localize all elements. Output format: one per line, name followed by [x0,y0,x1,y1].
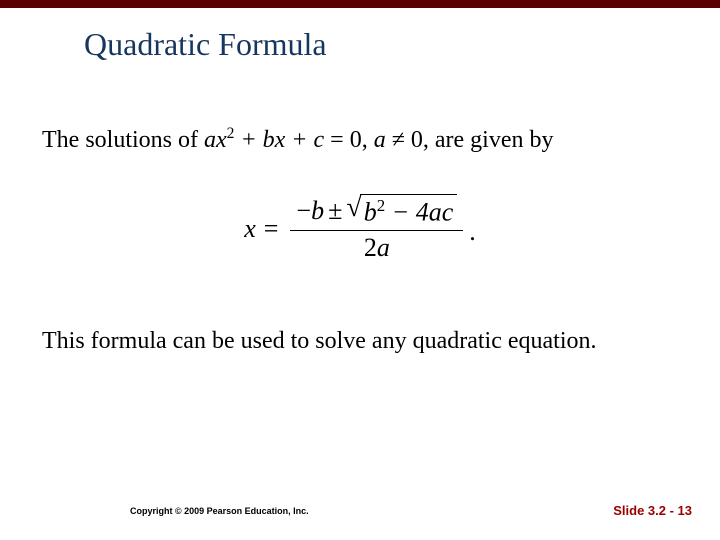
p1-eq0: = 0, [324,127,374,153]
formula-4ac: − 4ac [385,198,453,227]
p1-bxc: + bx + c [234,127,324,153]
formula-b: b [364,198,377,227]
formula-x: x [244,214,256,244]
formula-sqrt: √ b2 − 4ac [346,194,457,228]
paragraph-2: This formula can be used to solve any qu… [42,325,678,357]
p1-a: a [374,127,386,153]
formula-negb: −b [296,196,324,226]
formula-period: . [469,217,476,263]
p1-ax: ax [204,127,227,153]
slide-title: Quadratic Formula [84,26,678,63]
quadratic-formula: x = −b ± √ b2 − 4ac 2a . [244,194,476,263]
slide-number: Slide 3.2 - 13 [613,503,692,518]
p1-neq: ≠ 0, [386,127,435,153]
formula-eq: = [264,214,279,244]
formula-radicand: b2 − 4ac [360,194,458,228]
formula-fraction: −b ± √ b2 − 4ac 2a [290,194,463,263]
formula-numerator: −b ± √ b2 − 4ac [290,194,463,231]
formula-denominator: 2a [364,231,390,263]
paragraph-1: The solutions of ax2 + bx + c = 0, a ≠ 0… [42,123,678,156]
formula-pm: ± [328,196,342,226]
p1-suffix: are given by [435,127,554,153]
formula-container: x = −b ± √ b2 − 4ac 2a . [42,194,678,263]
slide-body: Quadratic Formula The solutions of ax2 +… [0,8,720,357]
copyright-text: Copyright © 2009 Pearson Education, Inc. [130,506,309,516]
top-accent-bar [0,0,720,8]
p1-prefix: The solutions of [42,127,204,153]
formula-b-sq: 2 [377,196,385,215]
